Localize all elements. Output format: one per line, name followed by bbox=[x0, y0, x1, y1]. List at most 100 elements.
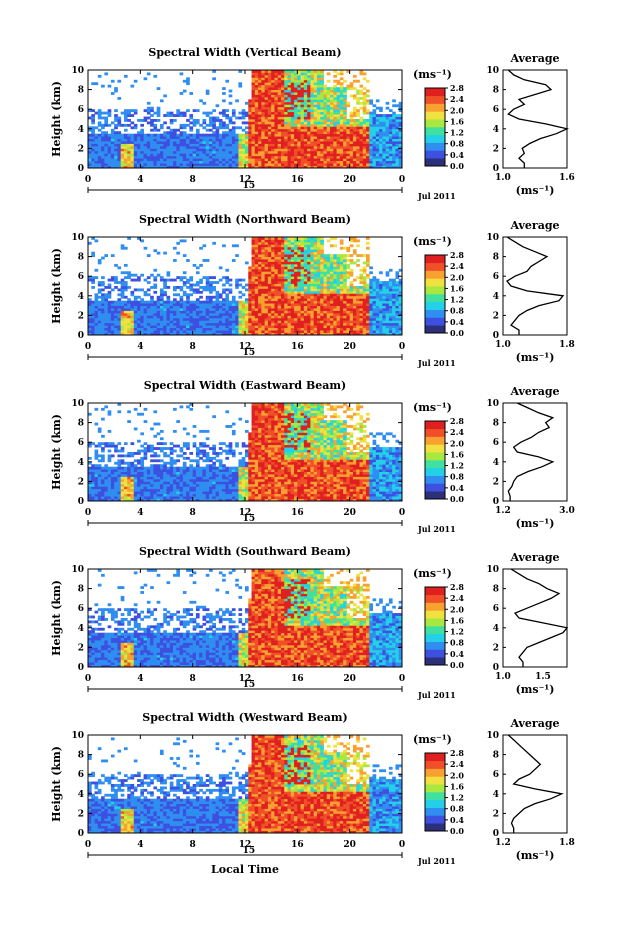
heatmap-cell bbox=[258, 141, 262, 144]
heatmap-cell bbox=[254, 96, 259, 100]
heatmap-cell bbox=[189, 327, 194, 331]
heatmap-cell bbox=[123, 283, 128, 287]
heatmap-cell bbox=[290, 303, 295, 306]
heatmap-cell bbox=[156, 315, 161, 319]
heatmap-cell bbox=[254, 320, 259, 324]
heatmap-cell bbox=[290, 138, 295, 142]
heatmap-cell bbox=[290, 273, 295, 277]
heatmap-cell bbox=[123, 288, 128, 292]
heatmap-cell bbox=[101, 126, 105, 130]
heatmap-cell bbox=[189, 153, 194, 157]
heatmap-cell bbox=[274, 256, 279, 260]
heatmap-cell bbox=[362, 261, 367, 265]
heatmap-cell bbox=[336, 138, 341, 142]
heatmap-cell bbox=[88, 133, 92, 137]
heatmap-cell bbox=[307, 286, 311, 289]
heatmap-cell bbox=[264, 163, 269, 166]
heatmap-cell bbox=[336, 150, 341, 154]
heatmap-cell bbox=[290, 295, 295, 299]
heatmap-cell bbox=[212, 317, 216, 321]
heatmap-cell bbox=[248, 148, 252, 152]
heatmap-cell bbox=[146, 281, 151, 284]
heatmap-cell bbox=[294, 273, 298, 277]
heatmap-cell bbox=[303, 109, 308, 113]
heatmap-cell bbox=[202, 310, 207, 314]
heatmap-cell bbox=[137, 315, 141, 319]
heatmap-cell bbox=[245, 165, 249, 169]
heatmap-cell bbox=[271, 261, 275, 265]
heatmap-cell bbox=[330, 237, 334, 240]
heatmap-cell bbox=[94, 141, 99, 144]
heatmap-cell bbox=[245, 145, 249, 149]
heatmap-cell bbox=[313, 163, 318, 166]
heatmap-cell bbox=[166, 303, 171, 306]
heatmap-cell bbox=[366, 286, 370, 289]
heatmap-cell bbox=[274, 111, 279, 115]
heatmap-cell bbox=[248, 158, 252, 162]
heatmap-cell bbox=[303, 266, 308, 270]
heatmap-cell bbox=[97, 320, 102, 324]
heatmap-cell bbox=[254, 163, 259, 166]
heatmap-cell bbox=[248, 160, 252, 164]
heatmap-cell bbox=[231, 312, 236, 316]
heatmap-cell bbox=[316, 131, 321, 135]
heatmap-cell bbox=[254, 72, 259, 76]
heatmap-cell bbox=[179, 332, 184, 336]
heatmap-cell bbox=[222, 126, 226, 130]
heatmap-cell bbox=[261, 165, 266, 169]
heatmap-cell bbox=[290, 94, 295, 98]
heatmap-cell bbox=[316, 163, 321, 166]
heatmap-cell bbox=[97, 303, 102, 306]
heatmap-cell bbox=[231, 138, 236, 142]
heatmap-cell bbox=[202, 141, 207, 144]
heatmap-cell bbox=[287, 141, 292, 144]
heatmap-cell bbox=[349, 305, 354, 309]
heatmap-cell bbox=[398, 153, 403, 157]
heatmap-cell bbox=[123, 310, 128, 314]
heatmap-cell bbox=[267, 251, 272, 255]
heatmap-cell bbox=[287, 116, 292, 120]
heatmap-cell bbox=[313, 293, 318, 297]
heatmap-cell bbox=[169, 310, 174, 314]
heatmap-cell bbox=[369, 308, 373, 311]
heatmap-cell bbox=[189, 143, 194, 147]
heatmap-cell bbox=[333, 298, 337, 302]
heatmap-cell bbox=[333, 310, 337, 314]
heatmap-cell bbox=[330, 317, 334, 321]
heatmap-cell bbox=[333, 111, 337, 115]
heatmap-cell bbox=[212, 303, 216, 306]
heatmap-cell bbox=[313, 160, 318, 164]
heatmap-cell bbox=[339, 123, 344, 127]
heatmap-cell bbox=[215, 153, 220, 157]
heatmap-cell bbox=[372, 121, 377, 125]
heatmap-cell bbox=[300, 283, 305, 287]
heatmap-cell bbox=[176, 241, 180, 245]
heatmap-cell bbox=[343, 254, 347, 257]
heatmap-cell bbox=[369, 145, 373, 149]
heatmap-cell bbox=[366, 158, 370, 162]
heatmap-cell bbox=[228, 315, 233, 319]
heatmap-cell bbox=[153, 155, 158, 159]
heatmap-cell bbox=[313, 131, 318, 135]
heatmap-cell bbox=[307, 276, 311, 280]
heatmap-cell bbox=[310, 305, 315, 309]
heatmap-cell bbox=[251, 290, 256, 294]
heatmap-cell bbox=[97, 295, 102, 299]
heatmap-cell bbox=[300, 249, 305, 253]
heatmap-cell bbox=[159, 308, 164, 311]
heatmap-cell bbox=[195, 133, 200, 137]
heatmap-cell bbox=[267, 126, 272, 130]
heatmap-cell bbox=[356, 276, 360, 280]
heatmap-cell bbox=[336, 165, 341, 169]
heatmap-cell bbox=[307, 99, 311, 103]
heatmap-cell bbox=[330, 158, 334, 162]
heatmap-cell bbox=[330, 288, 334, 292]
heatmap-cell bbox=[274, 136, 279, 139]
heatmap-cell bbox=[137, 288, 141, 292]
heatmap-cell bbox=[300, 141, 305, 144]
heatmap-cell bbox=[359, 148, 364, 152]
heatmap-cell bbox=[323, 160, 328, 164]
heatmap-cell bbox=[107, 327, 112, 331]
heatmap-cell bbox=[316, 143, 321, 147]
heatmap-cell bbox=[114, 330, 118, 333]
